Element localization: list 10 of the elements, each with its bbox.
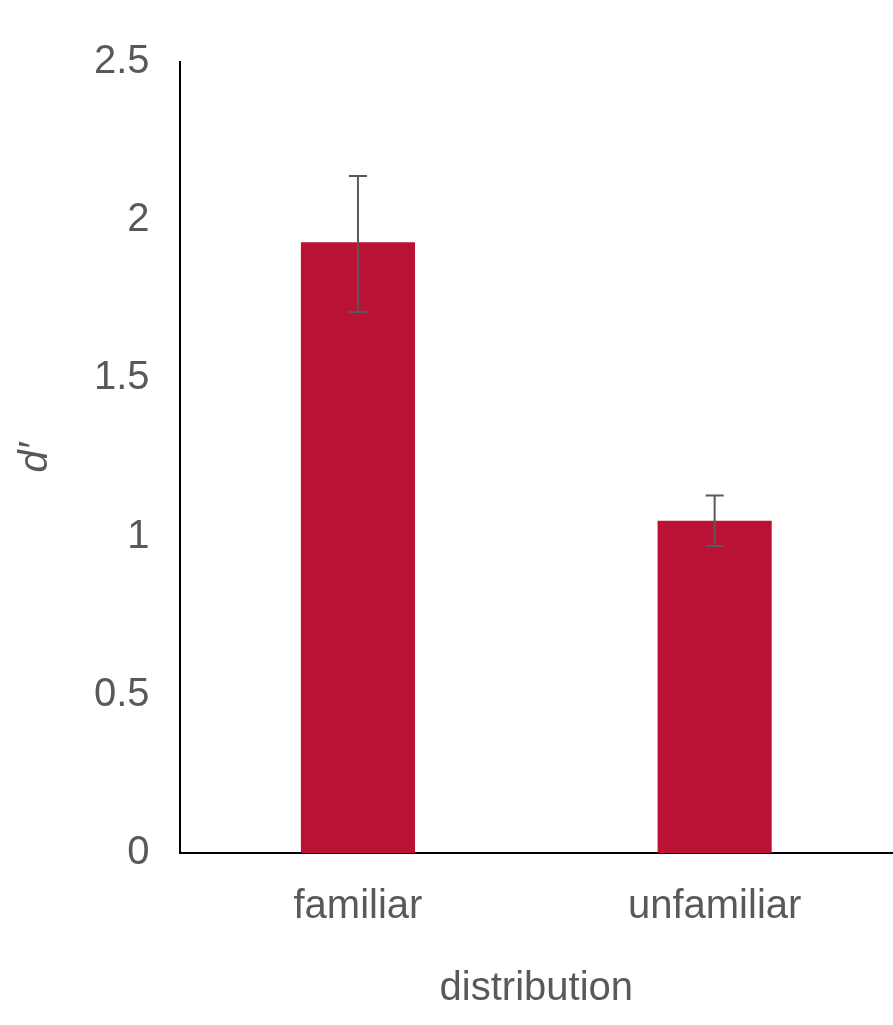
x-tick-label: familiar xyxy=(293,882,423,927)
y-tick-label: 2.5 xyxy=(94,37,150,82)
x-axis-title: distribution xyxy=(439,964,634,1009)
y-tick-label: 0 xyxy=(127,828,150,873)
y-tick-label: 1.5 xyxy=(94,353,150,398)
x-tick-label: unfamiliar xyxy=(627,882,802,927)
y-axis-title: d′ xyxy=(11,441,56,473)
y-tick-label: 2 xyxy=(127,195,150,240)
y-tick-label: 0.5 xyxy=(94,669,150,714)
y-tick-label: 1 xyxy=(127,511,150,556)
